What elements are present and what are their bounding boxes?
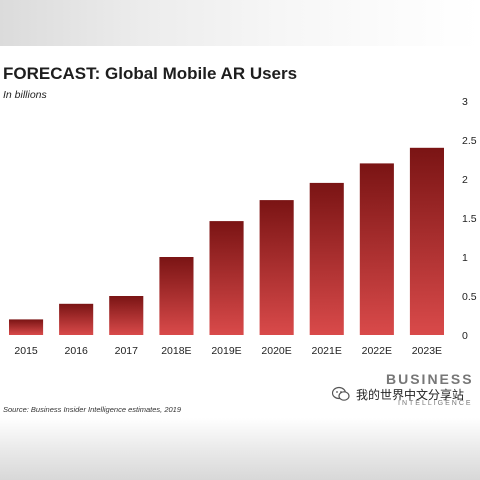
x-tick-label: 2020E — [261, 345, 291, 357]
x-tick-label: 2017 — [115, 345, 139, 357]
x-tick-label: 2021E — [312, 345, 342, 357]
x-tick-label: 2022E — [362, 345, 392, 357]
top-fade — [0, 0, 480, 46]
chart-title: FORECAST: Global Mobile AR Users — [3, 64, 298, 83]
bar-2020E — [259, 200, 294, 335]
brand-logo-sub: INTELLIGENCE — [398, 400, 473, 407]
x-tick-label: 2019E — [211, 345, 241, 357]
wechat-icon — [332, 386, 350, 401]
bar-2017 — [109, 296, 144, 335]
bar-2016 — [59, 303, 94, 335]
watermark-text: 我的世界中文分享站 — [356, 388, 465, 402]
bar-2023E — [409, 147, 444, 335]
bar-2015 — [9, 319, 44, 335]
y-tick-label: 0.5 — [462, 291, 477, 303]
x-tick-label: 2016 — [65, 345, 89, 357]
source-note: Source: Business Insider Intelligence es… — [3, 405, 182, 414]
x-tick-label: 2015 — [14, 345, 38, 357]
bar-2019E — [209, 221, 244, 335]
y-tick-label: 0 — [462, 330, 468, 342]
brand-logo: BUSINESS — [386, 371, 474, 387]
y-tick-label: 2.5 — [462, 135, 477, 147]
bar-2022E — [359, 163, 394, 335]
x-tick-label: 2018E — [161, 345, 191, 357]
chart-subtitle: In billions — [3, 89, 47, 101]
y-tick-label: 1.5 — [462, 213, 477, 225]
bar-2021E — [309, 182, 344, 335]
bottom-fade — [0, 418, 480, 480]
x-tick-label: 2023E — [412, 345, 442, 357]
y-tick-label: 3 — [462, 96, 468, 108]
bar-2018E — [159, 257, 194, 335]
y-tick-label: 1 — [462, 252, 468, 264]
y-tick-label: 2 — [462, 174, 468, 186]
